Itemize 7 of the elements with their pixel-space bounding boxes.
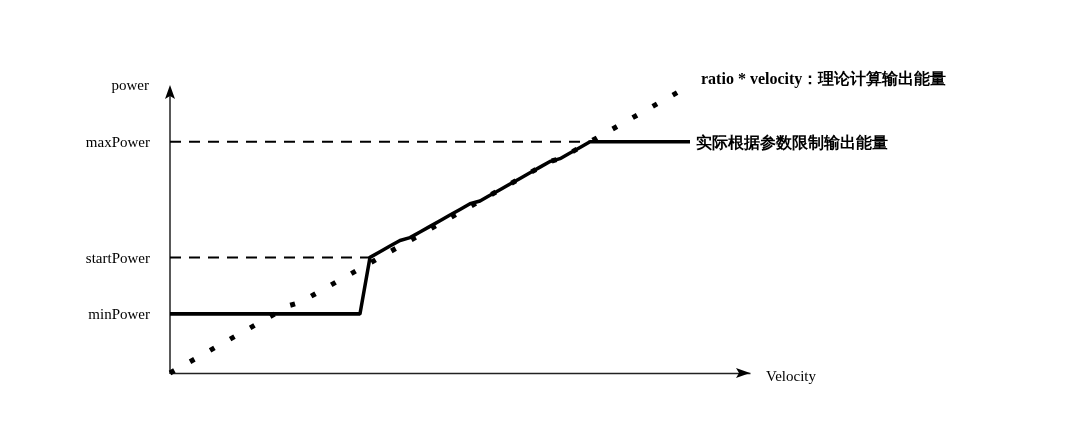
ref-line-label: startPower xyxy=(85,249,150,266)
series-label: ratio * velocity：理论计算输出能量 xyxy=(701,69,947,88)
ref-line-label: minPower xyxy=(88,306,150,323)
x-axis-title: Velocity xyxy=(766,368,817,385)
y-axis-title: power xyxy=(111,77,149,94)
series-label: 实际根据参数限制输出能量 xyxy=(696,134,888,152)
ref-line-label: maxPower xyxy=(85,134,150,151)
